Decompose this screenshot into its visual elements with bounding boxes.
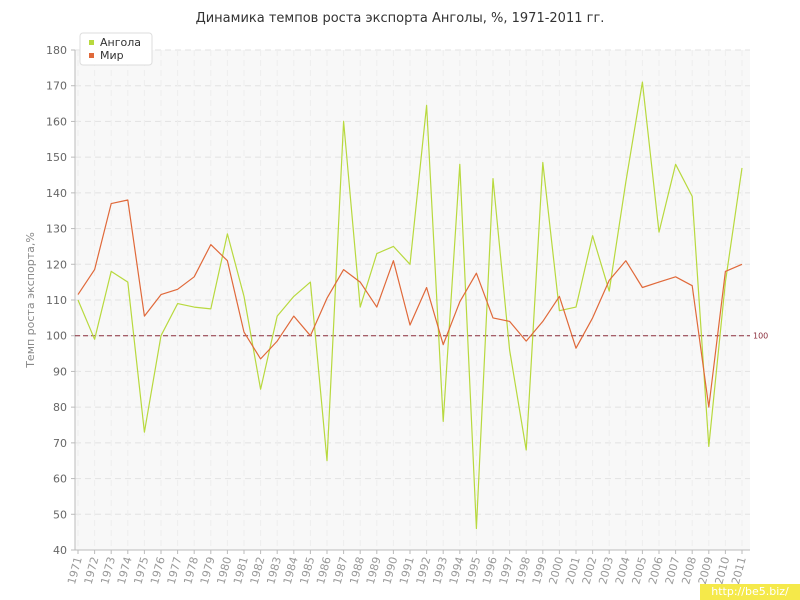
legend-label-angola: Ангола — [100, 36, 141, 49]
y-tick-label: 110 — [46, 294, 67, 307]
y-tick-label: 120 — [46, 258, 67, 271]
y-tick-label: 130 — [46, 223, 67, 236]
series-line-angola — [77, 81, 743, 530]
y-tick-label: 140 — [46, 187, 67, 200]
y-tick-label: 60 — [53, 473, 67, 486]
y-tick-label: 70 — [53, 437, 67, 450]
y-tick-label: 50 — [53, 508, 67, 521]
y-axis-ticks: 40 50 60 70 80 90 100 110 120 130 140 150 160 170 180 — [46, 44, 75, 557]
y-tick-label: 90 — [53, 365, 67, 378]
legend-box — [79, 32, 153, 66]
chart-title: Динамика темпов роста экспорта Анголы, %… — [196, 11, 605, 26]
y-tick-label: 80 — [53, 401, 67, 414]
y-tick-label: 160 — [46, 115, 67, 128]
y-tick-label: 40 — [53, 544, 67, 557]
legend-swatch-angola — [89, 40, 94, 45]
series-lines — [77, 81, 743, 530]
x-tick-label: 2011 — [729, 555, 749, 585]
x-axis-ticks: 1971197219731974197519761977197819791980… — [65, 550, 749, 586]
y-axis-label: Темп роста экспорта,% — [24, 232, 37, 369]
legend-swatch-world — [89, 53, 94, 58]
watermark: http://be5.biz/ — [700, 584, 800, 600]
legend: Ангола Мир — [79, 32, 153, 66]
y-tick-label: 170 — [46, 80, 67, 93]
series-line-world — [77, 199, 743, 408]
legend-label-world: Мир — [100, 49, 124, 62]
reference-line-label: 100 — [753, 332, 768, 341]
y-tick-label: 180 — [46, 44, 67, 57]
y-tick-label: 100 — [46, 330, 67, 343]
reference-line: 100 — [75, 332, 768, 341]
y-tick-label: 150 — [46, 151, 67, 164]
